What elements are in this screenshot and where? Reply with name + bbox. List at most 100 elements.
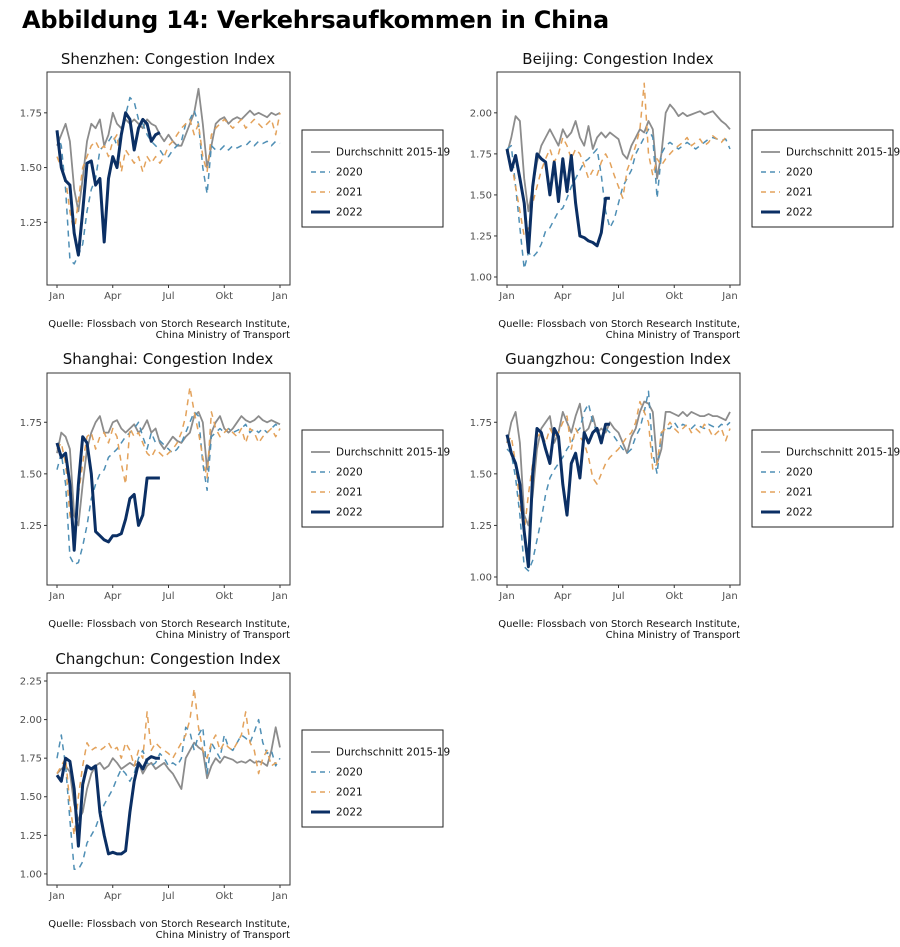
y-tick-label: 1.50 [470,190,492,201]
legend-label: 2021 [336,787,363,799]
chart-panel-3: Shanghai: Congestion Index 1.25 1.50 1.75 Ja… [20,350,450,641]
series-line-4 [505,148,610,254]
legend-label: 2022 [336,207,363,219]
x-tick-label: Jan [48,591,64,602]
x-tick-label: Apr [554,291,572,302]
chart-title: Changchun: Congestion Index [55,650,280,668]
x-tick-label: Jan [498,591,514,602]
legend-label: Durchschnitt 2015-19 [786,147,900,159]
x-tick-label: Jan [721,591,737,602]
y-tick-label: 2.00 [470,108,492,119]
series-line-1 [56,410,281,527]
x-tick-label: Jan [271,591,287,602]
y-tick-label: 1.00 [20,869,42,880]
series-line-2 [506,390,731,572]
series-line-2 [56,96,281,265]
x-tick-label: Okt [215,891,233,902]
series-line-2 [56,411,281,566]
y-tick-label: 1.25 [470,521,492,532]
legend-label: Durchschnitt 2015-19 [336,447,450,459]
series-line-3 [506,400,731,533]
x-tick-label: Apr [554,591,572,602]
x-tick-label: Jan [271,291,287,302]
x-tick-label: Apr [104,291,122,302]
legend-label: 2021 [336,487,363,499]
x-tick-label: Jul [161,591,174,602]
y-tick-label: 1.50 [20,469,42,480]
x-tick-label: Jan [48,891,64,902]
series-line-3 [56,687,281,837]
chart-title: Beijing: Congestion Index [522,50,714,68]
series-line-3 [56,386,281,537]
chart-panel-4: Guangzhou: Congestion Index 1.00 1.25 1.50 1… [470,350,900,641]
chart-panel-2: Beijing: Congestion Index 1.00 1.25 1.50 1.7… [470,50,900,341]
x-tick-label: Okt [215,591,233,602]
y-tick-label: 1.50 [20,163,42,174]
legend-label: 2020 [786,167,813,179]
source-line-1: Quelle: Flossbach von Storch Research In… [48,919,290,930]
series-line-2 [56,718,281,871]
source-line-1: Quelle: Flossbach von Storch Research In… [498,619,740,630]
y-tick-label: 1.50 [470,469,492,480]
x-tick-label: Jul [611,291,624,302]
chart-panel-5: Changchun: Congestion Index 1.00 1.25 1.50 1… [20,650,450,941]
legend-label: 2021 [786,187,813,199]
legend-label: 2021 [786,487,813,499]
series-line-4 [55,755,160,856]
x-tick-label: Jan [48,291,64,302]
y-tick-label: 1.75 [20,108,42,119]
source-line-2: China Ministry of Transport [156,930,290,941]
y-tick-label: 1.75 [470,418,492,429]
source-line-2: China Ministry of Transport [156,330,290,341]
y-tick-label: 1.75 [470,149,492,160]
x-tick-label: Jan [498,291,514,302]
legend: Durchschnitt 2015-19 2020 2021 2022 [751,129,900,228]
series-line-4 [505,422,610,569]
legend-label: Durchschnitt 2015-19 [336,147,450,159]
x-tick-label: Jul [611,591,624,602]
legend-label: 2020 [336,467,363,479]
y-tick-label: 1.25 [20,831,42,842]
legend: Durchschnitt 2015-19 2020 2021 2022 [301,129,450,228]
source-line-2: China Ministry of Transport [156,630,290,641]
y-tick-label: 1.75 [20,418,42,429]
source-line-2: China Ministry of Transport [606,330,740,341]
x-tick-label: Jan [721,291,737,302]
series-line-2 [506,128,731,270]
legend: Durchschnitt 2015-19 2020 2021 2022 [301,729,450,828]
source-line-2: China Ministry of Transport [606,630,740,641]
x-tick-label: Okt [215,291,233,302]
y-tick-label: 1.25 [470,231,492,242]
source-line-1: Quelle: Flossbach von Storch Research In… [48,319,290,330]
y-tick-label: 1.75 [20,754,42,765]
series-line-1 [506,400,731,527]
chart-title: Shanghai: Congestion Index [63,350,274,368]
page-title: Abbildung 14: Verkehrsaufkommen in China [22,6,609,34]
y-tick-label: 1.50 [20,792,42,803]
series-line-1 [506,103,731,213]
y-tick-label: 2.00 [20,715,42,726]
legend-label: 2020 [336,167,363,179]
series-line-1 [56,87,281,213]
legend-label: 2022 [336,507,363,519]
legend: Durchschnitt 2015-19 2020 2021 2022 [751,429,900,528]
x-tick-label: Jan [271,891,287,902]
legend-label: 2020 [336,767,363,779]
legend-box [301,129,444,228]
series-line-4 [55,111,161,257]
chart-title: Shenzhen: Congestion Index [61,50,275,68]
y-tick-label: 1.25 [20,218,42,229]
chart-title: Guangzhou: Congestion Index [505,350,731,368]
legend-label: 2020 [786,467,813,479]
x-tick-label: Okt [665,291,683,302]
x-tick-label: Jul [161,891,174,902]
x-tick-label: Jul [161,291,174,302]
series-line-4 [55,435,160,552]
series-line-1 [56,726,281,821]
source-line-1: Quelle: Flossbach von Storch Research In… [498,319,740,330]
legend-label: 2021 [336,187,363,199]
source-line-1: Quelle: Flossbach von Storch Research In… [48,619,290,630]
y-tick-label: 1.00 [470,573,492,584]
y-tick-label: 2.25 [20,677,42,688]
